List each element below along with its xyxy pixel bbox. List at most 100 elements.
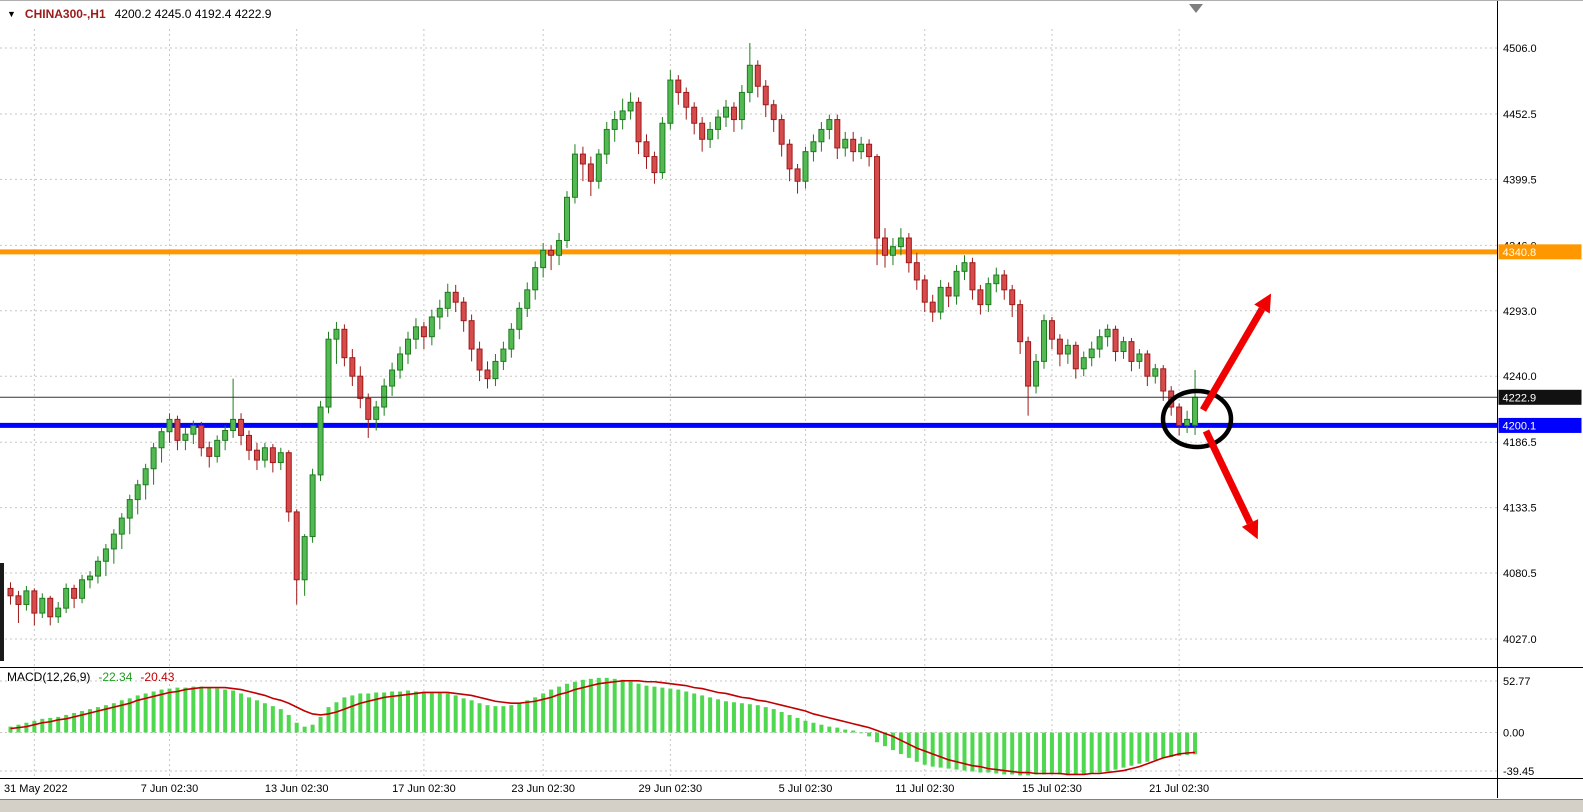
- candle-body: [738, 91, 745, 121]
- macd-bar: [286, 714, 291, 733]
- price-axis-label: 4186.5: [1503, 437, 1537, 449]
- price-axis-label: 4240.0: [1503, 371, 1537, 383]
- candle-body: [842, 138, 849, 149]
- macd-bar: [342, 697, 347, 733]
- macd-indicator-label: MACD(12,26,9) -22.34 -20.43: [7, 670, 174, 684]
- candle-body: [532, 267, 539, 291]
- candle-body: [691, 106, 698, 124]
- horizontal-line-objects[interactable]: [0, 249, 1497, 428]
- candle: [285, 450, 292, 522]
- macd-bar: [906, 732, 911, 758]
- annotations-layer[interactable]: [0, 4, 1272, 661]
- candle-body: [222, 429, 229, 441]
- candle: [357, 366, 364, 409]
- macd-axis-label: 0.00: [1503, 727, 1524, 739]
- candle-body: [905, 237, 912, 264]
- macd-bar: [541, 693, 546, 733]
- macd-bar: [867, 732, 872, 737]
- macd-bar: [231, 690, 236, 733]
- candle-body: [579, 153, 586, 165]
- candle-body: [428, 316, 435, 338]
- hline-price-tag[interactable]: 4200.1: [1498, 417, 1582, 433]
- candle: [842, 131, 849, 157]
- candle-body: [15, 595, 22, 605]
- candle-body: [71, 587, 78, 599]
- chart-symbol-timeframe: CHINA300-,H1: [24, 7, 106, 21]
- macd-bar: [485, 705, 490, 733]
- candle-body: [802, 151, 809, 182]
- candle: [1009, 284, 1016, 317]
- candle-body: [897, 237, 904, 248]
- up-arrow[interactable]: [1199, 293, 1272, 412]
- chart-title-overlay: ▼ CHINA300-,H1 4200.2 4245.0 4192.4 4222…: [7, 7, 271, 21]
- candle: [1033, 353, 1040, 394]
- clipped-candle: [0, 563, 4, 661]
- macd-bar: [501, 706, 506, 733]
- candle-body: [166, 418, 173, 433]
- candle-body: [762, 85, 769, 106]
- macd-bar: [1105, 732, 1110, 772]
- candle: [476, 341, 483, 382]
- macd-bar: [962, 732, 967, 771]
- macd-bar: [914, 732, 919, 762]
- candle: [651, 151, 658, 184]
- macd-bar: [167, 688, 172, 733]
- candle-body: [1017, 304, 1024, 343]
- macd-bar: [183, 687, 188, 733]
- candle: [214, 435, 221, 463]
- candle-body: [826, 119, 833, 130]
- candle: [1088, 341, 1095, 367]
- candle-body: [293, 511, 300, 581]
- candle: [659, 117, 666, 179]
- candle-body: [754, 64, 761, 87]
- macd-bar: [716, 699, 721, 733]
- macd-bar: [1057, 732, 1062, 775]
- macd-bar: [1113, 732, 1118, 770]
- candle-body: [79, 579, 86, 599]
- macd-bar: [461, 698, 466, 733]
- macd-name: MACD(12,26,9): [7, 670, 91, 684]
- hline-price-tag[interactable]: 4340.8: [1498, 244, 1582, 260]
- macd-bar: [8, 726, 13, 733]
- symbol-dropdown-icon[interactable]: ▼: [7, 8, 16, 19]
- candle: [174, 415, 181, 451]
- macd-bar: [398, 691, 403, 733]
- candle-body: [969, 262, 976, 291]
- candle: [94, 556, 101, 584]
- candle-body: [261, 447, 268, 461]
- macd-bar: [978, 732, 983, 773]
- candle: [1176, 403, 1183, 436]
- candle-body: [357, 375, 364, 399]
- candle: [540, 242, 547, 278]
- candle: [47, 595, 54, 626]
- macd-bar: [247, 697, 251, 733]
- macd-bar: [549, 689, 554, 733]
- candle: [905, 233, 912, 273]
- macd-bar: [1129, 732, 1134, 766]
- candle: [436, 299, 443, 330]
- candle: [1104, 324, 1111, 347]
- x-axis-label: 13 Jun 02:30: [265, 783, 329, 795]
- candle: [190, 420, 197, 445]
- candle: [1120, 336, 1127, 359]
- candle: [142, 463, 149, 500]
- candle-body: [866, 143, 873, 158]
- candle: [222, 425, 229, 451]
- macd-bar: [660, 687, 665, 733]
- highlight-circle[interactable]: [1160, 388, 1234, 450]
- candle: [786, 139, 793, 182]
- candle: [1056, 334, 1063, 367]
- macd-bar: [374, 692, 379, 733]
- down-arrow[interactable]: [1202, 429, 1259, 540]
- current-price-tag[interactable]: 4222.9: [1498, 389, 1582, 405]
- candle-body: [1120, 341, 1127, 353]
- macd-bar: [445, 693, 450, 733]
- candle-body: [818, 128, 825, 143]
- x-axis-label: 11 Jul 02:30: [895, 783, 954, 795]
- macd-bar: [588, 678, 593, 733]
- candle-body: [158, 431, 165, 449]
- chart-shift-marker[interactable]: [1189, 4, 1203, 13]
- macd-bar: [88, 709, 92, 733]
